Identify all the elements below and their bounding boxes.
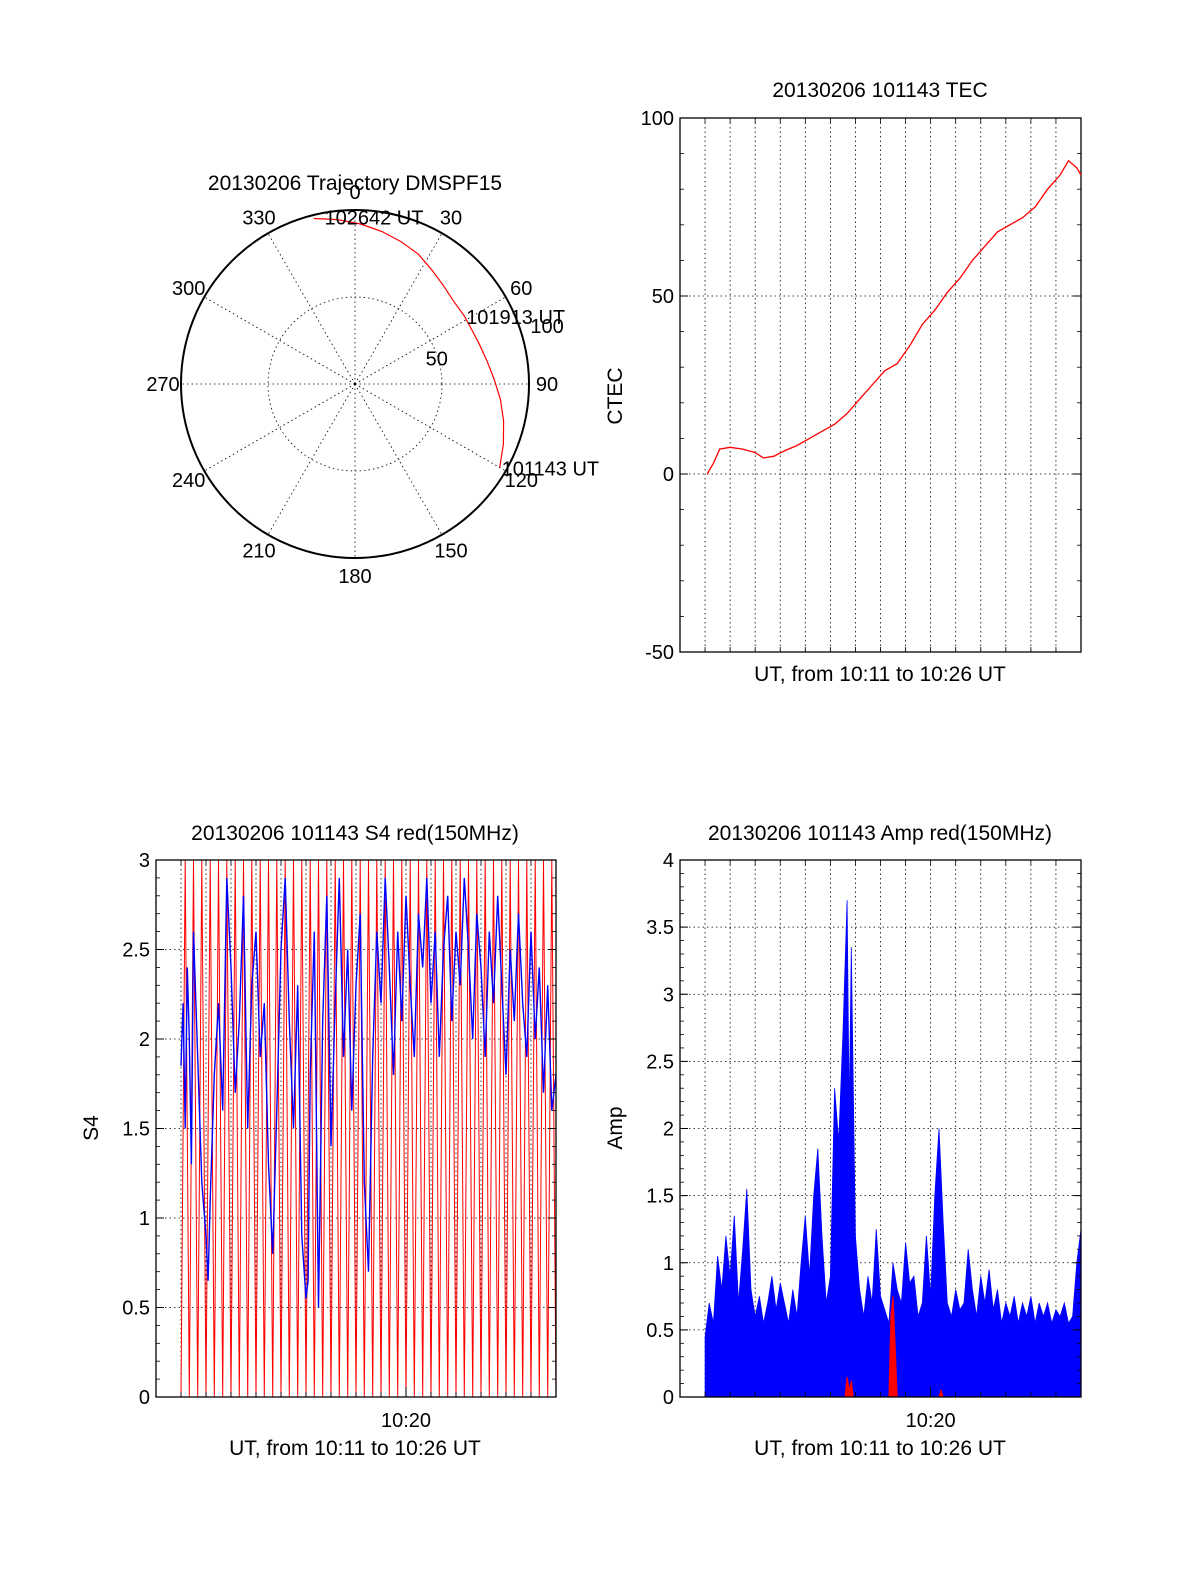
- amp-title: 20130206 101143 Amp red(150MHz): [708, 822, 1052, 845]
- y-tick-label: 50: [652, 286, 674, 308]
- s4-x-ticks: 10:20: [381, 1387, 431, 1432]
- trajectory-time-label: 101913 UT: [466, 307, 565, 329]
- polar-angle-label: 210: [242, 540, 275, 562]
- polar-spoke: [267, 233, 356, 385]
- y-tick-label: 100: [641, 108, 674, 130]
- y-tick-label: 0: [663, 1387, 674, 1409]
- polar-outer-circle: [180, 209, 530, 559]
- tec-series-line: [706, 159, 1082, 475]
- s4-blue-series: [180, 877, 557, 1308]
- polar-angle-label: 180: [338, 566, 371, 588]
- polar-radial-label: 100: [530, 316, 563, 338]
- polar-angle-label: 240: [172, 470, 205, 492]
- trajectory-time-label: 101143 UT: [502, 459, 599, 481]
- y-tick-label: 2.5: [122, 940, 150, 962]
- x-tick-label: 10:20: [906, 1410, 956, 1432]
- polar-spoke: [354, 296, 506, 385]
- x-tick-label: 10:20: [381, 1410, 431, 1432]
- amp-x-label: UT, from 10:11 to 10:26 UT: [754, 1437, 1006, 1460]
- polar-angle-label: 120: [505, 470, 538, 492]
- trajectory-line: [313, 217, 505, 468]
- y-tick-label: 3.5: [646, 917, 674, 939]
- polar-radial-labels: 50 100: [426, 316, 564, 371]
- s4-y-label: S4: [80, 1115, 103, 1141]
- tec-chart: 20130206 101143 TEC -50 0 50 100 UT, from 1…: [604, 79, 1082, 686]
- polar-angle-label: 90: [536, 374, 558, 396]
- y-tick-label: 1: [663, 1253, 674, 1275]
- polar-title: 20130206 Trajectory DMSPF15: [208, 172, 502, 195]
- y-tick-label: 2.5: [646, 1051, 674, 1073]
- s4-x-label: UT, from 10:11 to 10:26 UT: [229, 1437, 481, 1460]
- polar-spoke: [204, 383, 356, 472]
- tec-grid: [680, 118, 1081, 652]
- amp-x-ticks: 10:20: [906, 1387, 956, 1432]
- y-tick-label: 0.5: [122, 1298, 150, 1320]
- y-tick-label: 0: [663, 464, 674, 486]
- y-tick-label: -50: [645, 642, 674, 664]
- polar-spoke: [204, 296, 356, 385]
- y-tick-label: 3: [139, 850, 150, 872]
- polar-angle-label: 0: [349, 182, 360, 204]
- trajectory-annotations: 102642 UT 101913 UT 101143 UT: [324, 208, 599, 481]
- y-tick-label: 2: [139, 1029, 150, 1051]
- amp-y-label: Amp: [604, 1106, 627, 1149]
- polar-spoke: [354, 383, 506, 472]
- trajectory-time-label: 102642 UT: [324, 208, 423, 230]
- polar-spoke: [354, 233, 443, 385]
- tec-y-label: CTEC: [604, 367, 627, 424]
- polar-angle-label: 330: [242, 208, 275, 230]
- polar-radial-label: 50: [426, 348, 448, 370]
- y-tick-label: 0.5: [646, 1320, 674, 1342]
- y-tick-label: 3: [663, 984, 674, 1006]
- polar-spoke: [267, 383, 356, 535]
- tec-y-ticks: -50 0 50 100: [641, 108, 1081, 664]
- polar-angle-label: 60: [510, 278, 532, 300]
- polar-spoke: [354, 383, 443, 535]
- polar-angle-labels: 0 30 60 90 120 150 180 210 240 270 300 330: [146, 182, 558, 588]
- y-tick-label: 1.5: [122, 1119, 150, 1141]
- s4-chart: 20130206 101143 S4 red(150MHz) 0 0.5 1 1.5 2…: [80, 822, 557, 1460]
- polar-angle-label: 150: [434, 540, 467, 562]
- y-tick-label: 2: [663, 1119, 674, 1141]
- s4-y-ticks: 0 0.5 1 1.5 2 2.5 3: [122, 850, 556, 1409]
- y-tick-label: 1: [139, 1208, 150, 1230]
- amp-y-ticks: 0 0.5 1 1.5 2 2.5 3 3.5 4: [646, 850, 1081, 1409]
- tec-x-label: UT, from 10:11 to 10:26 UT: [754, 663, 1006, 686]
- tec-title: 20130206 101143 TEC: [772, 79, 987, 102]
- y-tick-label: 0: [139, 1387, 150, 1409]
- polar-angle-label: 300: [172, 278, 205, 300]
- trajectory-polar-plot: 20130206 Trajectory DMSPF15 0 30 60 90 120 15…: [146, 172, 599, 588]
- y-tick-label: 1.5: [646, 1186, 674, 1208]
- polar-angle-label: 30: [440, 208, 462, 230]
- s4-title: 20130206 101143 S4 red(150MHz): [191, 822, 519, 845]
- amp-chart: 20130206 101143 Amp red(150MHz) 0 0.5 1 1.5…: [604, 822, 1082, 1460]
- y-tick-label: 4: [663, 850, 674, 872]
- polar-grid: [180, 209, 530, 559]
- polar-angle-label: 270: [146, 374, 179, 396]
